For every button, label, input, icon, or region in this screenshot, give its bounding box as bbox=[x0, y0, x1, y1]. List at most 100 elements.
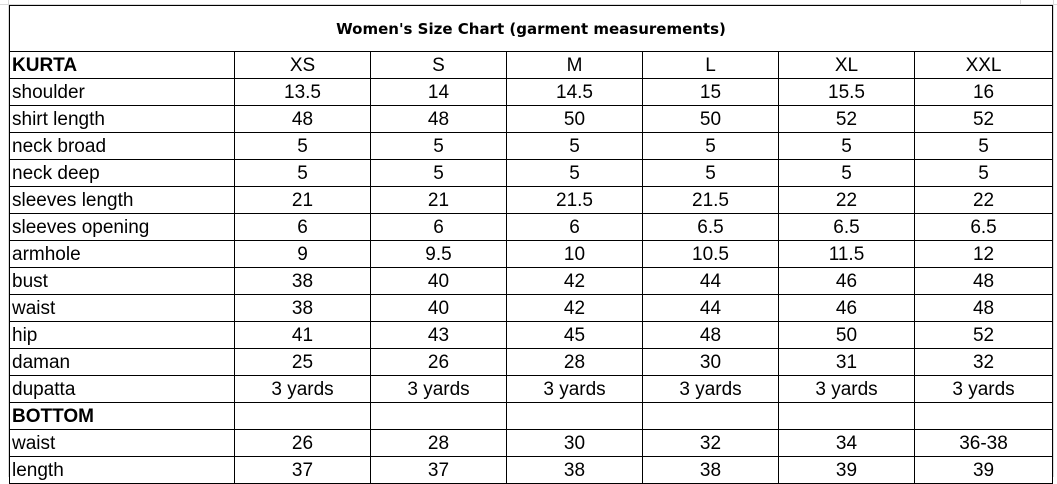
measurement-cell: 40 bbox=[370, 294, 507, 322]
measurement-cell: 30 bbox=[506, 429, 643, 457]
measurement-cell: 48 bbox=[913, 267, 1054, 295]
row-label: sleeves opening bbox=[9, 213, 235, 241]
measurement-cell: 37 bbox=[234, 456, 371, 484]
measurement-cell: 14.5 bbox=[506, 78, 643, 106]
measurement-cell: 6 bbox=[370, 213, 507, 241]
kurta-header-row: KURTA XS S M L XL XXL bbox=[9, 51, 1054, 79]
table-row: neck deep 5 5 5 5 5 5 bbox=[9, 159, 1054, 187]
row-label: length bbox=[9, 456, 235, 484]
measurement-cell: 10 bbox=[506, 240, 643, 268]
measurement-cell: 21.5 bbox=[642, 186, 779, 214]
measurement-cell: 5 bbox=[913, 159, 1054, 187]
row-label: waist bbox=[9, 429, 235, 457]
measurement-cell: 38 bbox=[506, 456, 643, 484]
measurement-cell: 39 bbox=[778, 456, 915, 484]
size-header-m: M bbox=[506, 51, 643, 79]
table-row: dupatta 3 yards 3 yards 3 yards 3 yards 3 yar… bbox=[9, 375, 1054, 403]
measurement-cell: 50 bbox=[778, 321, 915, 349]
measurement-cell: 13.5 bbox=[234, 78, 371, 106]
measurement-cell: 32 bbox=[913, 348, 1054, 376]
row-label: dupatta bbox=[9, 375, 235, 403]
measurement-cell: 3 yards bbox=[370, 375, 507, 403]
measurement-cell: 11.5 bbox=[778, 240, 915, 268]
table-row: shoulder 13.5 14 14.5 15 15.5 16 bbox=[9, 78, 1054, 106]
measurement-cell: 48 bbox=[913, 294, 1054, 322]
row-label: neck deep bbox=[9, 159, 235, 187]
table-row: shirt length 48 48 50 50 52 52 bbox=[9, 105, 1054, 133]
measurement-cell: 6.5 bbox=[778, 213, 915, 241]
measurement-cell: 48 bbox=[370, 105, 507, 133]
measurement-cell: 3 yards bbox=[642, 375, 779, 403]
measurement-cell: 5 bbox=[778, 132, 915, 160]
measurement-cell: 48 bbox=[234, 105, 371, 133]
table-row: waist 26 28 30 32 34 36-38 bbox=[9, 429, 1054, 457]
row-label: shoulder bbox=[9, 78, 235, 106]
measurement-cell: 41 bbox=[234, 321, 371, 349]
measurement-cell: 5 bbox=[370, 159, 507, 187]
kurta-section-heading: KURTA bbox=[9, 51, 235, 79]
measurement-cell: 5 bbox=[778, 159, 915, 187]
measurement-cell: 15.5 bbox=[778, 78, 915, 106]
measurement-cell: 40 bbox=[370, 267, 507, 295]
row-label: armhole bbox=[9, 240, 235, 268]
measurement-cell: 5 bbox=[642, 159, 779, 187]
bottom-section-heading: BOTTOM bbox=[9, 402, 235, 430]
row-label: waist bbox=[9, 294, 235, 322]
table-row: length 37 37 38 38 39 39 bbox=[9, 456, 1054, 484]
size-header-l: L bbox=[642, 51, 779, 79]
measurement-cell: 9 bbox=[234, 240, 371, 268]
measurement-cell: 52 bbox=[913, 105, 1054, 133]
row-label: neck broad bbox=[9, 132, 235, 160]
measurement-cell: 52 bbox=[778, 105, 915, 133]
measurement-cell: 28 bbox=[506, 348, 643, 376]
table-row: daman 25 26 28 30 31 32 bbox=[9, 348, 1054, 376]
measurement-cell: 50 bbox=[642, 105, 779, 133]
measurement-cell: 5 bbox=[370, 132, 507, 160]
measurement-cell: 38 bbox=[642, 456, 779, 484]
measurement-cell: 12 bbox=[913, 240, 1054, 268]
size-header-xxl: XXL bbox=[913, 51, 1054, 79]
table-row: waist 38 40 42 44 46 48 bbox=[9, 294, 1054, 322]
size-header-xl: XL bbox=[778, 51, 915, 79]
measurement-cell: 3 yards bbox=[506, 375, 643, 403]
measurement-cell: 22 bbox=[913, 186, 1054, 214]
table-row: sleeves opening 6 6 6 6.5 6.5 6.5 bbox=[9, 213, 1054, 241]
measurement-cell: 6.5 bbox=[642, 213, 779, 241]
measurement-cell: 5 bbox=[506, 132, 643, 160]
empty-cell bbox=[642, 402, 779, 430]
empty-cell bbox=[506, 402, 643, 430]
measurement-cell: 21 bbox=[370, 186, 507, 214]
measurement-cell: 6 bbox=[506, 213, 643, 241]
empty-cell bbox=[234, 402, 371, 430]
table-row: neck broad 5 5 5 5 5 5 bbox=[9, 132, 1054, 160]
measurement-cell: 5 bbox=[642, 132, 779, 160]
measurement-cell: 50 bbox=[506, 105, 643, 133]
row-label: bust bbox=[9, 267, 235, 295]
row-label: sleeves length bbox=[9, 186, 235, 214]
measurement-cell: 21 bbox=[234, 186, 371, 214]
measurement-cell: 5 bbox=[506, 159, 643, 187]
title-row: Women's Size Chart (garment measurements… bbox=[8, 5, 1054, 52]
measurement-cell: 42 bbox=[506, 267, 643, 295]
measurement-cell: 26 bbox=[370, 348, 507, 376]
measurement-cell: 31 bbox=[778, 348, 915, 376]
measurement-cell: 43 bbox=[370, 321, 507, 349]
measurement-cell: 45 bbox=[506, 321, 643, 349]
row-label: hip bbox=[9, 321, 235, 349]
measurement-cell: 46 bbox=[778, 294, 915, 322]
measurement-cell: 44 bbox=[642, 294, 779, 322]
measurement-cell: 32 bbox=[642, 429, 779, 457]
measurement-cell: 3 yards bbox=[234, 375, 371, 403]
measurement-cell: 39 bbox=[913, 456, 1054, 484]
measurement-cell: 10.5 bbox=[642, 240, 779, 268]
measurement-cell: 6 bbox=[234, 213, 371, 241]
measurement-cell: 30 bbox=[642, 348, 779, 376]
measurement-cell: 25 bbox=[234, 348, 371, 376]
measurement-cell: 48 bbox=[642, 321, 779, 349]
measurement-cell: 44 bbox=[642, 267, 779, 295]
measurement-cell: 3 yards bbox=[778, 375, 915, 403]
measurement-cell: 22 bbox=[778, 186, 915, 214]
measurement-cell: 21.5 bbox=[506, 186, 643, 214]
measurement-cell: 38 bbox=[234, 267, 371, 295]
measurement-cell: 37 bbox=[370, 456, 507, 484]
